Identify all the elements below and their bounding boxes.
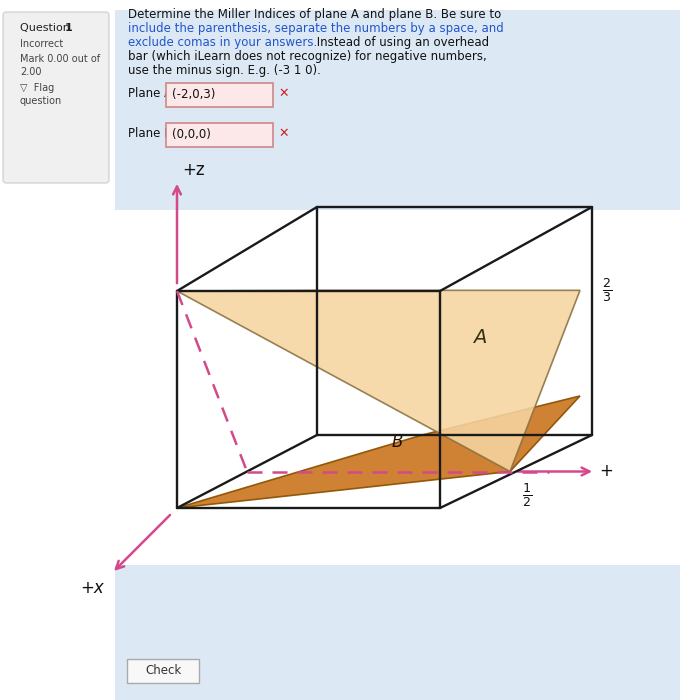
- Text: ✕: ✕: [278, 87, 289, 100]
- Bar: [115, 565, 680, 700]
- Text: +x: +x: [80, 579, 104, 597]
- FancyBboxPatch shape: [166, 123, 273, 147]
- Text: 1: 1: [65, 23, 73, 33]
- Text: Plane B:: Plane B:: [128, 127, 176, 140]
- Text: Mark 0.00 out of: Mark 0.00 out of: [20, 54, 100, 64]
- Text: B: B: [391, 433, 402, 451]
- Text: use the minus sign. E.g. (-3 1 0).: use the minus sign. E.g. (-3 1 0).: [128, 64, 321, 77]
- Text: ✕: ✕: [278, 127, 289, 140]
- Text: 2.00: 2.00: [20, 67, 42, 77]
- Bar: [115, 165, 679, 540]
- Text: +z: +z: [182, 161, 204, 179]
- FancyBboxPatch shape: [166, 83, 273, 107]
- Text: A: A: [473, 328, 487, 347]
- Text: bar (which iLearn does not recognize) for negative numbers,: bar (which iLearn does not recognize) fo…: [128, 50, 487, 63]
- Text: Check: Check: [145, 664, 181, 676]
- FancyBboxPatch shape: [3, 12, 109, 183]
- Text: +: +: [599, 463, 613, 480]
- Text: Question: Question: [20, 23, 74, 33]
- Text: include the parenthesis, separate the numbers by a space, and: include the parenthesis, separate the nu…: [128, 22, 504, 35]
- Text: Instead of using an overhead: Instead of using an overhead: [313, 36, 489, 49]
- Text: question: question: [20, 96, 62, 106]
- FancyBboxPatch shape: [127, 659, 199, 683]
- Text: $\frac{2}{3}$: $\frac{2}{3}$: [602, 276, 612, 304]
- Bar: [115, 10, 680, 210]
- Text: Incorrect: Incorrect: [20, 39, 63, 49]
- Text: (-2,0,3): (-2,0,3): [172, 88, 215, 101]
- Bar: [115, 210, 680, 570]
- Polygon shape: [177, 396, 580, 508]
- Polygon shape: [177, 290, 580, 472]
- Text: $\frac{1}{2}$: $\frac{1}{2}$: [522, 482, 532, 510]
- Text: (0,0,0): (0,0,0): [172, 128, 211, 141]
- Text: exclude comas in your answers.: exclude comas in your answers.: [128, 36, 317, 49]
- Text: Plane A:: Plane A:: [128, 87, 176, 100]
- Text: Determine the Miller Indices of plane A and plane B. Be sure to: Determine the Miller Indices of plane A …: [128, 8, 501, 21]
- Text: ▽  Flag: ▽ Flag: [20, 83, 54, 93]
